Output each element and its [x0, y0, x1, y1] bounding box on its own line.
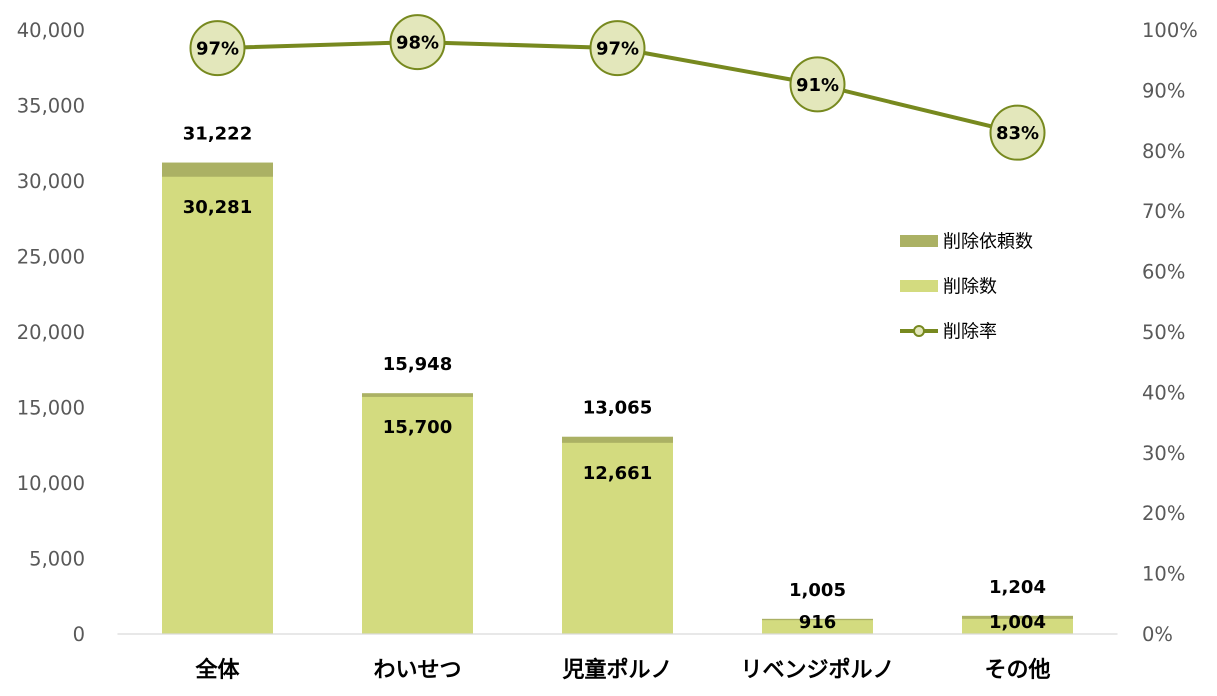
- deleted-count-bar: [762, 620, 873, 634]
- deleted-count-value-label: 916: [799, 612, 837, 633]
- deleted-count-value-label: 15,700: [383, 417, 452, 438]
- data-labels-0: 31,222 15,948 13,065 1,005 1,204: [183, 124, 1046, 601]
- deletion-rate-value-label: 97%: [596, 39, 639, 60]
- deletion-rate-marker: [389, 14, 446, 71]
- deletion-rate-value-label: 97%: [196, 39, 239, 60]
- y-left-tick-label: 10,000: [17, 472, 85, 495]
- category-label: リベンジポルノ: [740, 657, 894, 683]
- data-labels-1: 30,281 15,700 12,661 916 1,004: [183, 197, 1046, 633]
- y-left-axis: 0 5,000 10,000 15,000 20,000 25,000 30,000 35,0…: [17, 19, 85, 646]
- request-count-value-label: 15,948: [383, 354, 452, 375]
- line-series-2: [189, 14, 1046, 161]
- category-label: わいせつ: [373, 658, 461, 683]
- y-right-tick-label: 30%: [1142, 442, 1185, 465]
- y-left-tick-label: 25,000: [17, 246, 85, 269]
- deletion-rate-marker: [189, 20, 246, 77]
- deleted-count-bar: [362, 396, 473, 634]
- legend-swatch: [900, 235, 938, 247]
- category-label: 全体: [194, 657, 240, 683]
- deleted-count-bar: [962, 618, 1073, 634]
- y-left-tick-label: 30,000: [17, 170, 85, 193]
- legend-label: 削除依頼数: [943, 232, 1033, 253]
- deleted-count-bar: [162, 176, 273, 634]
- y-right-axis: 0% 10% 20% 30% 40% 50% 60% 70% 80% 90% 100%: [1142, 19, 1198, 646]
- y-right-tick-label: 70%: [1142, 200, 1185, 223]
- deletion-rate-marker: [789, 56, 846, 113]
- y-left-tick-label: 20,000: [17, 321, 85, 344]
- y-right-tick-label: 90%: [1142, 79, 1185, 102]
- y-right-tick-label: 20%: [1142, 502, 1185, 525]
- y-right-tick-label: 40%: [1142, 381, 1185, 404]
- request-count-value-label: 31,222: [183, 124, 252, 145]
- request-count-value-label: 1,005: [789, 580, 846, 601]
- y-right-tick-label: 60%: [1142, 261, 1185, 284]
- y-left-tick-label: 15,000: [17, 397, 85, 420]
- category-label: 児童ポルノ: [561, 657, 672, 683]
- legend-marker-swatch: [913, 325, 925, 337]
- data-labels-2: 97% 98% 97% 91% 83%: [196, 33, 1039, 145]
- y-left-tick-label: 5,000: [29, 548, 85, 571]
- legend-item: 削除率: [900, 322, 997, 343]
- request-count-value-label: 1,204: [989, 577, 1046, 598]
- legend-item: 削除依頼数: [900, 232, 1033, 253]
- y-left-tick-label: 35,000: [17, 95, 85, 118]
- y-right-tick-label: 10%: [1142, 563, 1185, 586]
- legend-item: 削除数: [900, 277, 997, 298]
- y-left-tick-label: 40,000: [17, 19, 85, 42]
- deletion-rate-marker: [589, 20, 646, 77]
- category-label: その他: [984, 658, 1050, 683]
- request-count-value-label: 13,065: [583, 398, 652, 419]
- legend-label: 削除数: [943, 277, 997, 298]
- y-right-tick-label: 80%: [1142, 140, 1185, 163]
- deleted-count-value-label: 12,661: [583, 463, 652, 484]
- y-right-tick-label: 100%: [1142, 19, 1198, 42]
- legend-swatch: [900, 280, 938, 292]
- legend-label: 削除率: [943, 322, 997, 343]
- bar-series-1: [162, 176, 1073, 634]
- deleted-count-value-label: 30,281: [183, 197, 252, 218]
- deletion-rate-value-label: 91%: [796, 75, 839, 96]
- y-right-tick-label: 50%: [1142, 321, 1185, 344]
- deleted-count-bar: [562, 442, 673, 634]
- y-right-tick-label: 0%: [1142, 623, 1173, 646]
- deletion-rate-marker: [989, 104, 1046, 161]
- deletion-rate-value-label: 98%: [396, 33, 439, 54]
- x-axis: 全体 わいせつ 児童ポルノ リベンジポルノ その他: [194, 657, 1050, 683]
- y-left-tick-label: 0: [73, 623, 85, 646]
- deletion-rate-value-label: 83%: [996, 123, 1039, 144]
- deleted-count-value-label: 1,004: [989, 612, 1046, 633]
